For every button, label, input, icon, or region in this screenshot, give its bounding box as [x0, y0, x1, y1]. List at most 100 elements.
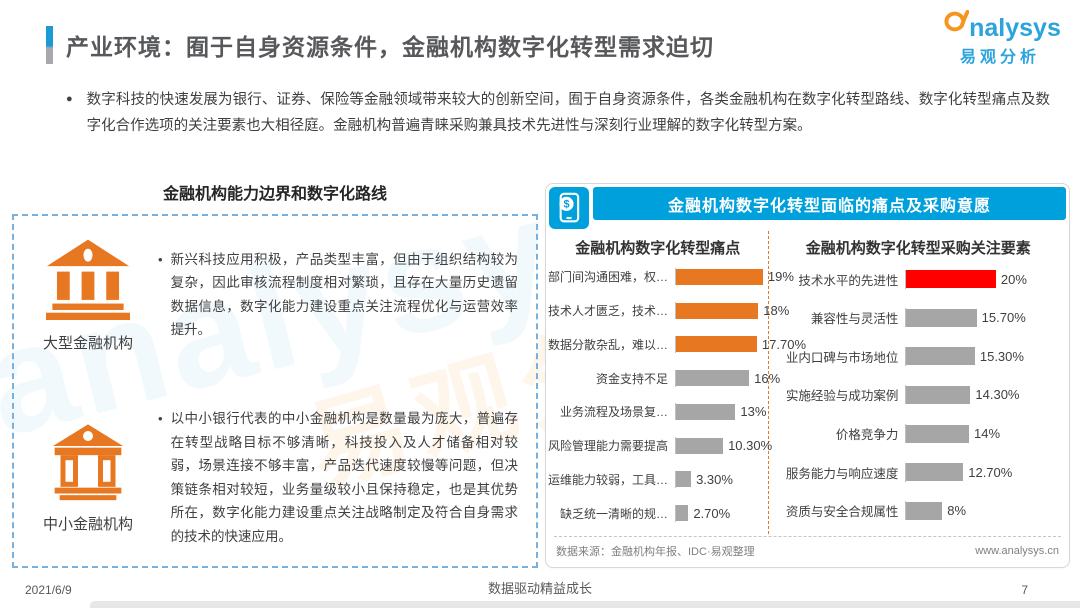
bar — [906, 424, 970, 443]
panel-header: $ 金融机构数字化转型面临的痛点及采购意愿 — [546, 184, 1069, 229]
bar-row: 实施经验与成功案例 14.30% — [773, 385, 1063, 405]
bar-track: 3.30% — [675, 470, 767, 488]
bar-category-label: 数据分散杂乱，难以… — [548, 337, 669, 352]
page-header: 产业环境：囿于自身资源条件，金融机构数字化转型需求迫切 — [46, 26, 714, 64]
bar-category-label: 实施经验与成功案例 — [785, 389, 899, 404]
bar-row: 数据分散杂乱，难以… 17.70% — [548, 335, 806, 353]
bar — [906, 501, 943, 520]
bar-row: 服务能力与响应速度 12.70% — [773, 462, 1063, 482]
bank-small-icon — [48, 421, 128, 506]
logo-brand-text: nalysys — [969, 14, 1061, 42]
institution-label: 大型金融机构 — [42, 335, 133, 352]
pain-points-chart-rows: 部门间沟通困难，权… 19% 技术人才匮乏，技术… 18% 数据分散杂乱，难以… 17.7… — [548, 260, 806, 534]
source-row: 数据来源：金融机构年报、IDC·易观整理 www.analysys.cn — [554, 536, 1061, 567]
bar-track: 15.30% — [905, 346, 1063, 366]
pain-points-chart: 金融机构数字化转型痛点 部门间沟通困难，权… 19% 技术人才匮乏，技术… 18% 数据… — [548, 231, 806, 534]
bullet-dot-icon: ● — [66, 93, 73, 105]
bar-category-label: 业内口碑与市场地位 — [785, 350, 899, 365]
bar-track: 15.70% — [905, 308, 1063, 328]
bar-category-label: 部门间沟通困难，权… — [548, 270, 669, 285]
bar — [676, 403, 736, 420]
bar-row: 资金支持不足 16% — [548, 369, 780, 387]
bar-track: 12.70% — [905, 462, 1063, 482]
bar-value-label: 3.30% — [696, 471, 733, 487]
bar-value-label: 20% — [1000, 271, 1027, 287]
mobile-payment-icon: $ — [549, 187, 589, 229]
bar-track: 20% — [905, 269, 1063, 289]
bar-value-label: 2.70% — [693, 505, 731, 521]
bar-value-label: 15.70% — [981, 310, 1026, 326]
bar-track: 19% — [675, 268, 794, 286]
institution-description: 新兴科技应用积极，产品类型丰富，但由于组织结构较为复杂，因此审核流程制度相对繁琐… — [170, 251, 518, 338]
panel-title: 金融机构数字化转型面临的痛点及采购意愿 — [593, 187, 1066, 220]
bar — [906, 463, 964, 482]
bar — [906, 347, 975, 366]
bar-track: 18% — [675, 302, 789, 320]
bar-value-label: 10.30% — [728, 438, 773, 454]
bar-track: 17.70% — [675, 335, 806, 353]
website-link[interactable]: www.analysys.cn — [975, 545, 1059, 557]
bar-value-label: 8% — [947, 503, 967, 519]
page-title: 产业环境：囿于自身资源条件，金融机构数字化转型需求迫切 — [66, 34, 714, 60]
bar-row: 价格竞争力 14% — [773, 424, 1063, 444]
page-number: 7 — [1021, 583, 1028, 597]
bar — [676, 471, 692, 488]
bar-value-label: 18% — [763, 303, 790, 319]
bar-value-label: 13% — [740, 404, 767, 420]
bar-category-label: 服务能力与响应速度 — [785, 466, 899, 481]
bar-category-label: 资质与安全合规属性 — [785, 505, 899, 520]
institution-row-large: 大型金融机构 • 新兴科技应用积极，产品类型丰富，但由于组织结构较为复杂，因此审… — [28, 236, 522, 353]
bar-category-label: 业务流程及场景复… — [559, 405, 668, 420]
bar-track: 2.70% — [675, 504, 767, 522]
bar-row: 部门间沟通困难，权… 19% — [548, 268, 794, 286]
bar — [676, 336, 757, 353]
bar-value-label: 12.70% — [968, 464, 1013, 480]
title-accent-bar — [46, 26, 53, 64]
bar-value-label: 19% — [767, 269, 794, 285]
bar-value-label: 15.30% — [979, 348, 1024, 364]
intro-paragraph: ● 数字科技的快速发展为银行、证券、保险等金融领域带来较大的创新空间，囿于自身资… — [62, 88, 1050, 139]
bar — [676, 437, 724, 454]
bar-category-label: 兼容性与灵活性 — [810, 312, 899, 327]
footer-slogan: 数据驱动精益成长 — [487, 581, 592, 596]
capability-panel: 大型金融机构 • 新兴科技应用积极，产品类型丰富，但由于组织结构较为复杂，因此审… — [12, 214, 538, 568]
footer-date: 2021/6/9 — [25, 583, 72, 597]
bar-track: 10.30% — [675, 437, 772, 455]
bar-track: 14.30% — [905, 385, 1063, 405]
bar-value-label: 14.30% — [975, 387, 1020, 403]
bar-row: 资质与安全合规属性 8% — [773, 501, 1063, 521]
bar — [676, 505, 689, 522]
chart-title: 金融机构数字化转型痛点 — [575, 240, 741, 257]
bar-row: 风险管理能力需要提高 10.30% — [548, 437, 772, 455]
bar-row: 业务流程及场景复… 13% — [548, 403, 767, 421]
bar-row: 技术人才匮乏，技术… 18% — [548, 302, 789, 320]
bar-category-label: 运维能力较弱，工具… — [548, 472, 669, 487]
bar — [676, 370, 750, 387]
bar-track: 14% — [905, 424, 1063, 444]
pain-points-panel: $ 金融机构数字化转型面临的痛点及采购意愿 金融机构数字化转型痛点 部门间沟通困… — [545, 183, 1070, 568]
bar-category-label: 价格竞争力 — [835, 428, 899, 443]
bar-row: 兼容性与灵活性 15.70% — [773, 308, 1063, 328]
bar-track: 16% — [675, 369, 780, 387]
bar — [676, 268, 763, 285]
bottom-strip — [90, 601, 1080, 608]
analysys-swoosh-icon — [939, 8, 970, 41]
bar-track: 13% — [675, 403, 767, 421]
bar-row: 运维能力较弱，工具… 3.30% — [548, 470, 767, 488]
bar-category-label: 技术人才匮乏，技术… — [548, 304, 669, 319]
institution-label: 中小金融机构 — [42, 516, 133, 533]
bar-row: 业内口碑与市场地位 15.30% — [773, 346, 1063, 366]
list-bullet: • — [158, 411, 163, 426]
bar-row: 缺乏统一清晰的规… 2.70% — [548, 504, 767, 522]
list-bullet: • — [158, 251, 163, 267]
bar-row: 技术水平的先进性 20% — [773, 269, 1063, 289]
bar-category-label: 技术水平的先进性 — [798, 273, 899, 288]
bar — [906, 270, 996, 289]
chart-title: 金融机构数字化转型采购关注要素 — [805, 240, 1031, 257]
logo-brand-cn: 易观分析 — [959, 49, 1040, 66]
bank-large-icon — [44, 236, 132, 325]
purchase-factors-chart: 金融机构数字化转型采购关注要素 技术水平的先进性 20% 兼容性与灵活性 15.70%… — [769, 231, 1063, 534]
charts-area: 金融机构数字化转型痛点 部门间沟通困难，权… 19% 技术人才匮乏，技术… 18% 数据… — [546, 229, 1069, 534]
svg-text:$: $ — [563, 199, 569, 211]
